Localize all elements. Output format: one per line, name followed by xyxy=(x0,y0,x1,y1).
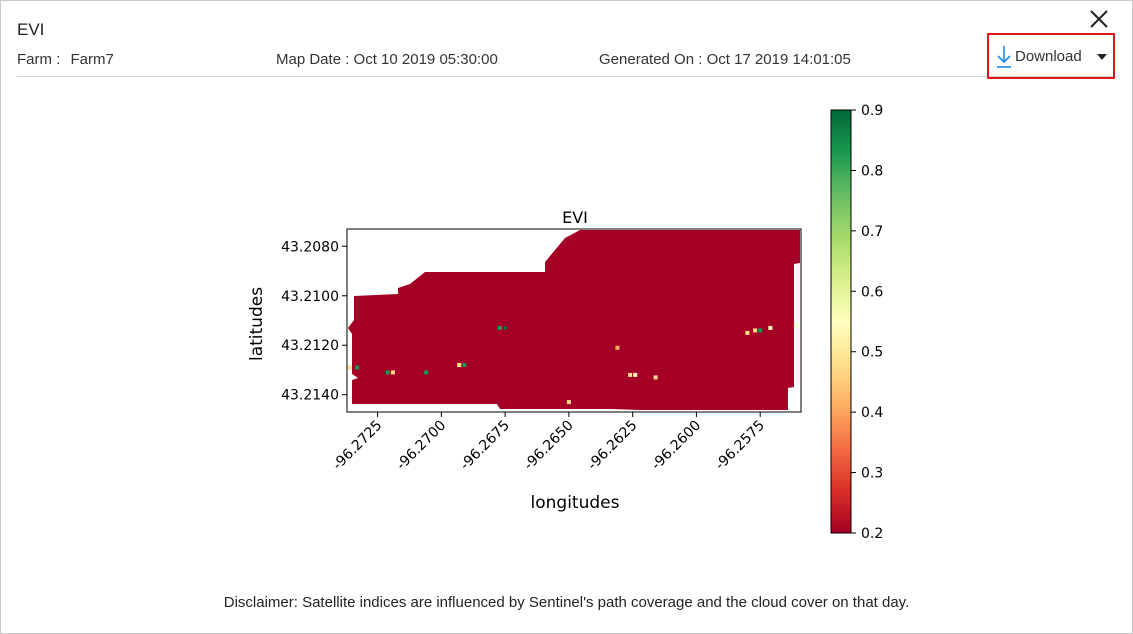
map-date-label: Map Date : xyxy=(276,51,350,68)
panel-title: EVI xyxy=(17,20,45,39)
header-divider xyxy=(17,76,1117,77)
caret-down-icon[interactable] xyxy=(1097,54,1107,60)
disclaimer-text: Disclaimer: Satellite indices are influe… xyxy=(223,594,910,611)
generated-value: Oct 17 2019 14:01:05 xyxy=(706,51,851,68)
map-date-value: Oct 10 2019 05:30:00 xyxy=(353,51,498,68)
download-button[interactable]: Download xyxy=(987,33,1115,79)
close-button[interactable] xyxy=(1086,6,1112,32)
farm-value: Farm7 xyxy=(70,51,114,68)
generated-label: Generated On : xyxy=(599,51,703,68)
close-icon xyxy=(1090,10,1108,28)
map-date-info: Map Date : Oct 10 2019 05:30:00 xyxy=(276,51,498,68)
download-arrow-icon xyxy=(997,46,1011,68)
farm-info: Farm : Farm7 xyxy=(17,51,114,68)
download-label: Download xyxy=(1015,48,1082,65)
farm-label: Farm : xyxy=(17,51,61,68)
generated-info: Generated On : Oct 17 2019 14:01:05 xyxy=(599,51,851,68)
